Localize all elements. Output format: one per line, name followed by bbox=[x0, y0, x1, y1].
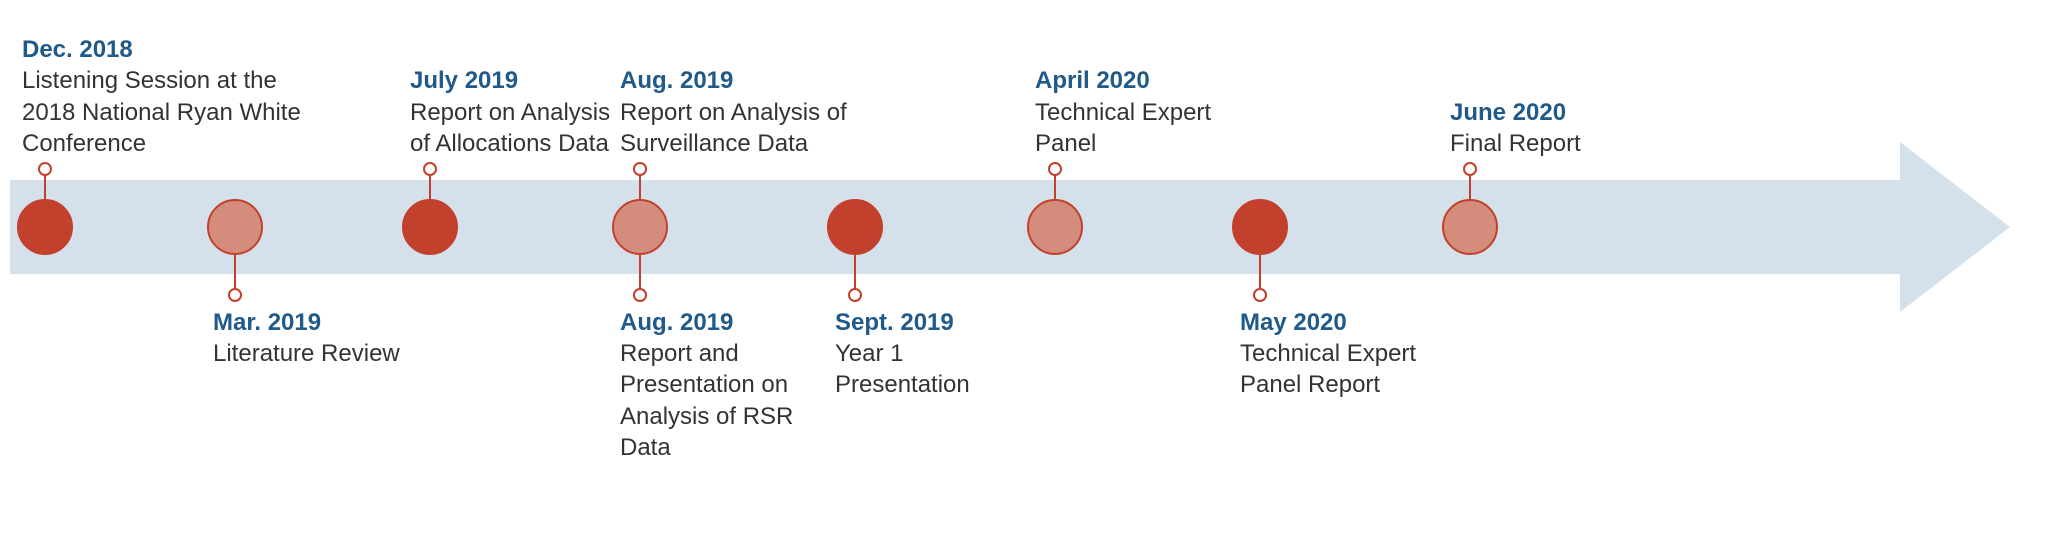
event-desc: Report on Analysis of Surveillance Data bbox=[620, 97, 860, 159]
connector-dot-apr2020 bbox=[1048, 162, 1062, 176]
connector-dot-jul2019 bbox=[423, 162, 437, 176]
timeline-node-dec2018 bbox=[17, 199, 73, 255]
arrow-head bbox=[1900, 142, 2010, 312]
event-label-aug2019b: Aug. 2019Report and Presentation on Anal… bbox=[620, 307, 830, 463]
event-date: Aug. 2019 bbox=[620, 307, 830, 338]
event-label-apr2020: April 2020Technical Expert Panel bbox=[1035, 65, 1235, 159]
event-date: July 2019 bbox=[410, 65, 620, 96]
timeline-node-apr2020 bbox=[1027, 199, 1083, 255]
event-desc: Final Report bbox=[1450, 128, 1650, 159]
event-date: April 2020 bbox=[1035, 65, 1235, 96]
event-desc: Technical Expert Panel Report bbox=[1240, 338, 1440, 400]
event-date: June 2020 bbox=[1450, 97, 1650, 128]
timeline-node-jun2020 bbox=[1442, 199, 1498, 255]
connector-dot-dec2018 bbox=[38, 162, 52, 176]
timeline-node-jul2019 bbox=[402, 199, 458, 255]
event-label-mar2019: Mar. 2019Literature Review bbox=[213, 307, 413, 369]
connector-dot-aug2019a bbox=[633, 162, 647, 176]
timeline-node-sep2019 bbox=[827, 199, 883, 255]
event-desc: Technical Expert Panel bbox=[1035, 97, 1235, 159]
event-label-jul2019: July 2019Report on Analysis of Allocatio… bbox=[410, 65, 620, 159]
connector-dot-mar2019 bbox=[228, 288, 242, 302]
event-date: Sept. 2019 bbox=[835, 307, 1035, 338]
event-label-sep2019: Sept. 2019Year 1 Presentation bbox=[835, 307, 1035, 401]
event-label-aug2019a: Aug. 2019Report on Analysis of Surveilla… bbox=[620, 65, 860, 159]
timeline-container: Dec. 2018Listening Session at the 2018 N… bbox=[0, 0, 2048, 539]
event-desc: Report and Presentation on Analysis of R… bbox=[620, 338, 830, 463]
event-desc: Report on Analysis of Allocations Data bbox=[410, 97, 620, 159]
event-date: Dec. 2018 bbox=[22, 34, 312, 65]
connector-dot-aug2019b bbox=[633, 288, 647, 302]
arrow-shaft bbox=[10, 180, 1900, 274]
connector-dot-may2020 bbox=[1253, 288, 1267, 302]
timeline-node-mar2019 bbox=[207, 199, 263, 255]
event-desc: Year 1 Presentation bbox=[835, 338, 1035, 400]
connector-dot-sep2019 bbox=[848, 288, 862, 302]
timeline-node-may2020 bbox=[1232, 199, 1288, 255]
event-desc: Listening Session at the 2018 National R… bbox=[22, 65, 312, 159]
event-date: Aug. 2019 bbox=[620, 65, 860, 96]
timeline-arrow bbox=[10, 180, 1970, 274]
timeline-node-aug2019a bbox=[612, 199, 668, 255]
event-label-dec2018: Dec. 2018Listening Session at the 2018 N… bbox=[22, 34, 312, 159]
connector-dot-jun2020 bbox=[1463, 162, 1477, 176]
event-label-jun2020: June 2020Final Report bbox=[1450, 97, 1650, 159]
event-date: Mar. 2019 bbox=[213, 307, 413, 338]
event-label-may2020: May 2020Technical Expert Panel Report bbox=[1240, 307, 1440, 401]
event-date: May 2020 bbox=[1240, 307, 1440, 338]
event-desc: Literature Review bbox=[213, 338, 413, 369]
